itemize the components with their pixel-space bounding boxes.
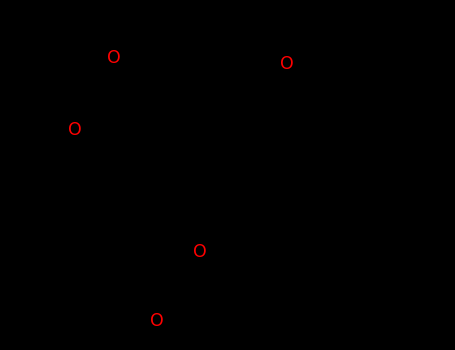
Text: O: O	[280, 55, 293, 73]
Text: O: O	[193, 243, 207, 261]
Text: O: O	[106, 49, 120, 67]
Text: O: O	[150, 312, 164, 330]
Text: O: O	[68, 121, 82, 139]
